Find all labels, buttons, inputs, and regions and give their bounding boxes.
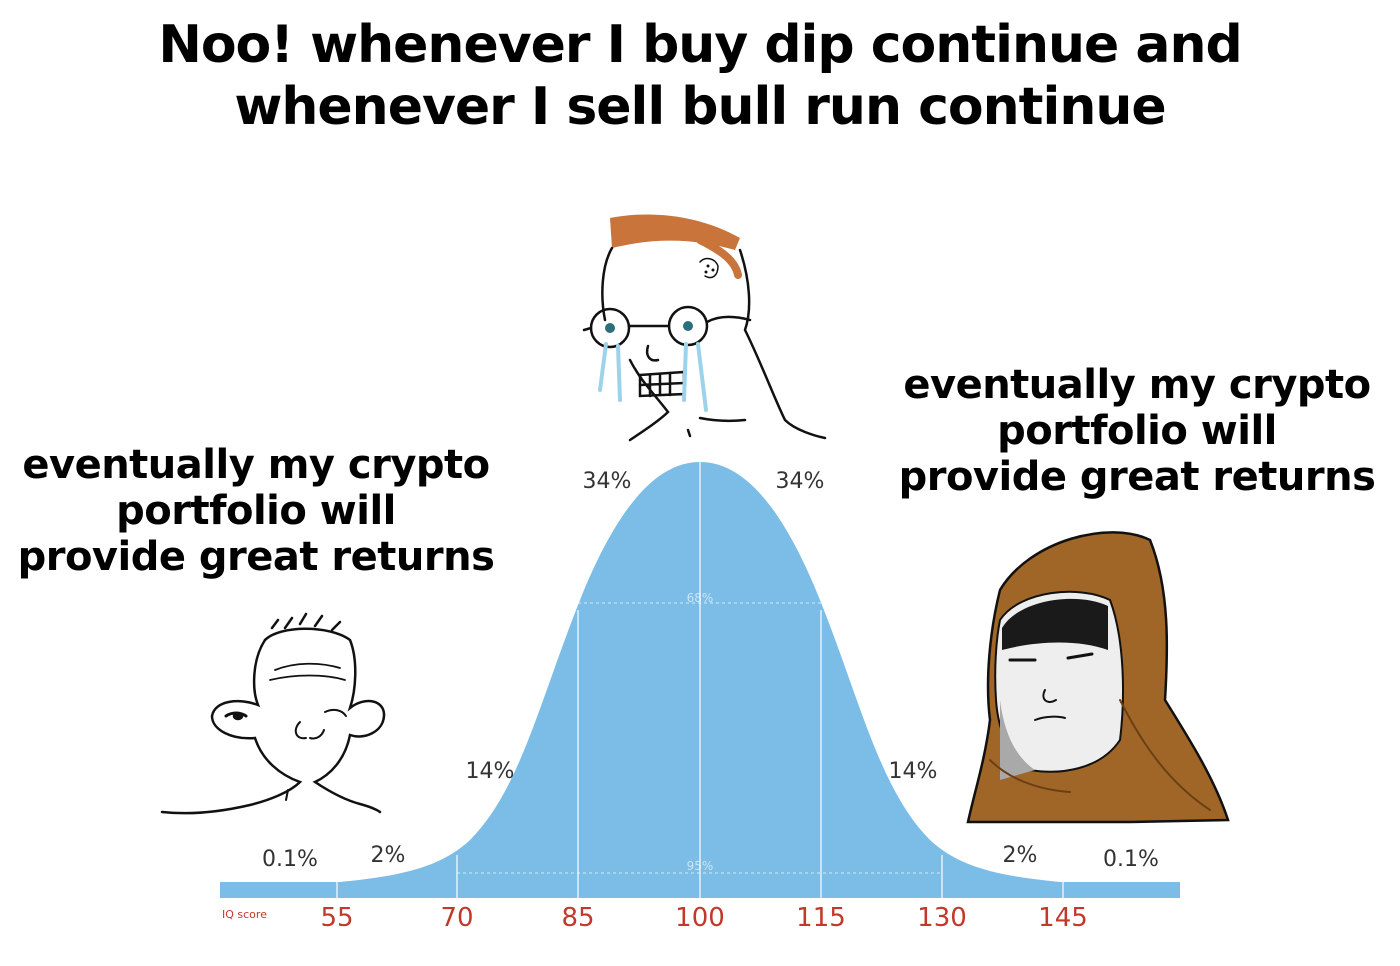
title-line-2: whenever I sell bull run continue xyxy=(234,77,1166,137)
tick-130: 130 xyxy=(917,903,967,933)
tick-100: 100 xyxy=(675,903,725,933)
left-caption-line-1: eventually my crypto xyxy=(22,442,490,488)
right-caption-line-3: provide great returns xyxy=(898,454,1376,500)
right-caption: eventually my crypto portfolio will prov… xyxy=(884,362,1390,500)
right-caption-line-2: portfolio will xyxy=(997,408,1277,454)
right-caption-line-1: eventually my crypto xyxy=(903,362,1371,408)
pct-far-right: 0.1% xyxy=(1103,847,1159,872)
meme-title: Noo! whenever I buy dip continue and whe… xyxy=(0,14,1400,138)
wojak-left-illustration xyxy=(160,612,386,815)
tick-85: 85 xyxy=(561,903,594,933)
tick-115: 115 xyxy=(796,903,846,933)
pct-inner-68: 68% xyxy=(687,591,714,605)
pct-left-34: 34% xyxy=(583,469,632,494)
crying-wojak-illustration xyxy=(582,214,827,442)
hooded-monk-illustration xyxy=(966,531,1230,824)
pct-right-2: 2% xyxy=(1003,843,1038,868)
pct-far-left: 0.1% xyxy=(262,847,318,872)
pct-left-2: 2% xyxy=(371,843,406,868)
pct-right-34: 34% xyxy=(776,469,825,494)
pct-left-14: 14% xyxy=(466,759,515,784)
tick-145: 145 xyxy=(1038,903,1088,933)
pct-inner-95: 95% xyxy=(687,859,714,873)
pct-right-14: 14% xyxy=(889,759,938,784)
title-line-1: Noo! whenever I buy dip continue and xyxy=(158,15,1242,75)
left-caption: eventually my crypto portfolio will prov… xyxy=(6,442,506,580)
tick-70: 70 xyxy=(440,903,473,933)
tick-55: 55 xyxy=(320,903,353,933)
left-caption-line-3: provide great returns xyxy=(17,534,495,580)
iq-axis-label: IQ score xyxy=(222,908,267,921)
left-caption-line-2: portfolio will xyxy=(116,488,396,534)
section-lines xyxy=(336,462,1064,898)
